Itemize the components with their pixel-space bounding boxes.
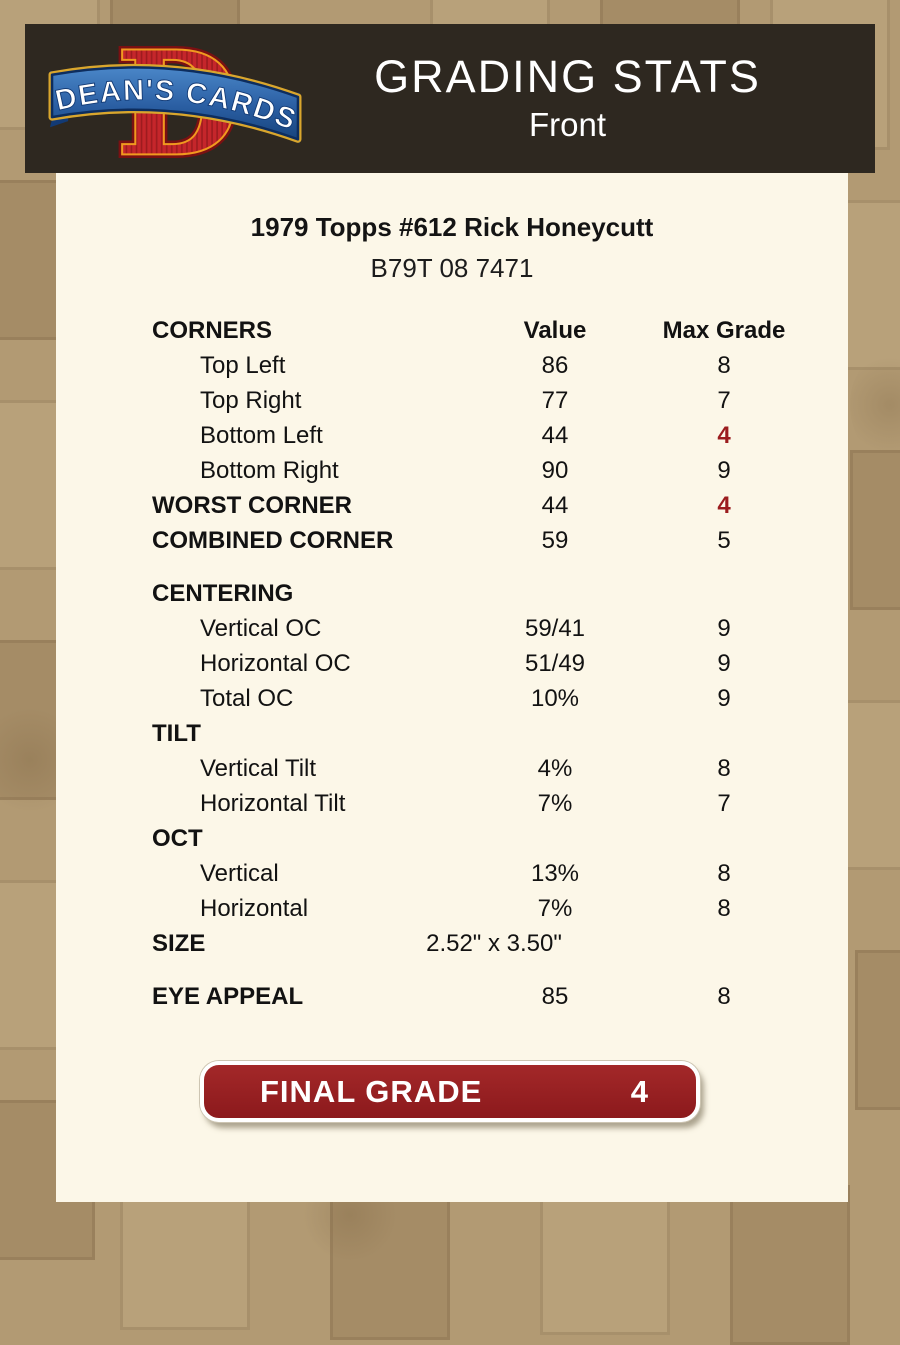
row-label: SIZE	[152, 930, 206, 957]
row-max-grade: 7	[717, 790, 731, 817]
row-label: COMBINED CORNER	[152, 527, 394, 554]
row-value: 7%	[537, 790, 573, 817]
row-label: Total OC	[200, 685, 294, 712]
table-row: Horizontal Tilt 7% 7	[152, 786, 800, 821]
row-max-grade: 8	[717, 983, 731, 1010]
row-value	[462, 821, 648, 856]
table-row: Vertical Tilt 4% 8	[152, 751, 800, 786]
table-row: Top Right 77 7	[152, 383, 800, 418]
row-max-grade: 4	[717, 422, 731, 449]
row-label: TILT	[152, 720, 201, 747]
row-max-grade: 8	[717, 755, 731, 782]
row-label: Horizontal	[200, 895, 309, 922]
row-value: 59/41	[524, 615, 586, 642]
table-row: Horizontal 7% 8	[152, 891, 800, 926]
row-value: 77	[541, 387, 569, 414]
row-value: 7%	[537, 895, 573, 922]
deans-cards-logo: D D DEAN'S CARDS	[48, 34, 302, 166]
row-value: 10%	[530, 685, 580, 712]
table-row: Vertical OC 59/41 9	[152, 611, 800, 646]
row-max-grade: 9	[717, 650, 731, 677]
row-max-grade: 5	[717, 527, 731, 554]
row-label: Top Left	[200, 352, 286, 379]
row-max-grade: 8	[717, 352, 731, 379]
row-max-grade: 8	[717, 860, 731, 887]
stats-rows: Top Left 86 8 Top Right 77 7 Bottom Left…	[152, 348, 800, 1014]
column-header-corners: CORNERS	[152, 317, 273, 344]
row-label: Vertical	[200, 860, 279, 887]
row-label: WORST CORNER	[152, 492, 352, 519]
table-row: SIZE 2.52" x 3.50"	[152, 926, 800, 961]
card-serial-number: B79T 08 7471	[370, 253, 534, 283]
row-label: Vertical Tilt	[200, 755, 317, 782]
row-max-grade	[648, 576, 800, 611]
row-value: 51/49	[524, 650, 586, 677]
table-row: Total OC 10% 9	[152, 681, 800, 716]
row-max-grade	[648, 926, 800, 961]
row-label: Horizontal Tilt	[200, 790, 346, 817]
row-max-grade: 9	[717, 457, 731, 484]
grading-stats-table: CORNERS Value Max Grade Top Left 86 8 To…	[152, 313, 800, 1014]
row-max-grade: 7	[717, 387, 731, 414]
row-value: 2.52" x 3.50"	[426, 930, 562, 957]
row-max-grade: 9	[717, 685, 731, 712]
row-value: 90	[541, 457, 569, 484]
column-header-max-grade: Max Grade	[662, 317, 786, 344]
row-max-grade	[648, 821, 800, 856]
table-row: Vertical 13% 8	[152, 856, 800, 891]
page-title: GRADING STATS	[374, 50, 761, 102]
table-row: COMBINED CORNER 59 5	[152, 523, 800, 558]
row-label: Vertical OC	[200, 615, 322, 642]
table-row: TILT	[152, 716, 800, 751]
page-subtitle: Front	[528, 105, 607, 143]
row-value: 44	[541, 422, 569, 449]
row-value: 86	[541, 352, 569, 379]
table-row: Bottom Right 90 9	[152, 453, 800, 488]
row-value	[462, 576, 648, 611]
row-value	[462, 716, 648, 751]
table-row: Horizontal OC 51/49 9	[152, 646, 800, 681]
row-max-grade: 9	[717, 615, 731, 642]
row-value: 85	[541, 983, 569, 1010]
table-row: Top Left 86 8	[152, 348, 800, 383]
column-header-value: Value	[523, 317, 587, 344]
row-label: OCT	[152, 825, 203, 852]
row-label: Top Right	[200, 387, 302, 414]
table-row: OCT	[152, 821, 800, 856]
row-max-grade: 8	[717, 895, 731, 922]
row-label: Bottom Right	[200, 457, 339, 484]
final-grade-label: FINAL GRADE	[260, 1074, 483, 1109]
final-grade-button[interactable]: FINAL GRADE 4	[200, 1061, 700, 1122]
table-row: Bottom Left 44 4	[152, 418, 800, 453]
row-max-grade	[648, 716, 800, 751]
grading-panel: 1979 Topps #612 Rick Honeycutt B79T 08 7…	[56, 173, 848, 1202]
table-header-row: CORNERS Value Max Grade	[152, 313, 800, 348]
row-label: Horizontal OC	[200, 650, 351, 677]
table-row: WORST CORNER 44 4	[152, 488, 800, 523]
row-value: 4%	[537, 755, 573, 782]
card-title: 1979 Topps #612 Rick Honeycutt	[250, 212, 654, 242]
row-label: Bottom Left	[200, 422, 323, 449]
table-row: CENTERING	[152, 576, 800, 611]
final-grade-value: 4	[630, 1074, 648, 1109]
row-value: 44	[541, 492, 569, 519]
table-row: EYE APPEAL 85 8	[152, 979, 800, 1014]
row-label: CENTERING	[152, 580, 294, 607]
row-label: EYE APPEAL	[152, 983, 304, 1010]
row-max-grade: 4	[717, 492, 731, 519]
row-value: 13%	[530, 860, 580, 887]
header-bar: D D DEAN'S CARDS GRADING STATS Front	[25, 24, 875, 173]
row-value: 59	[541, 527, 569, 554]
